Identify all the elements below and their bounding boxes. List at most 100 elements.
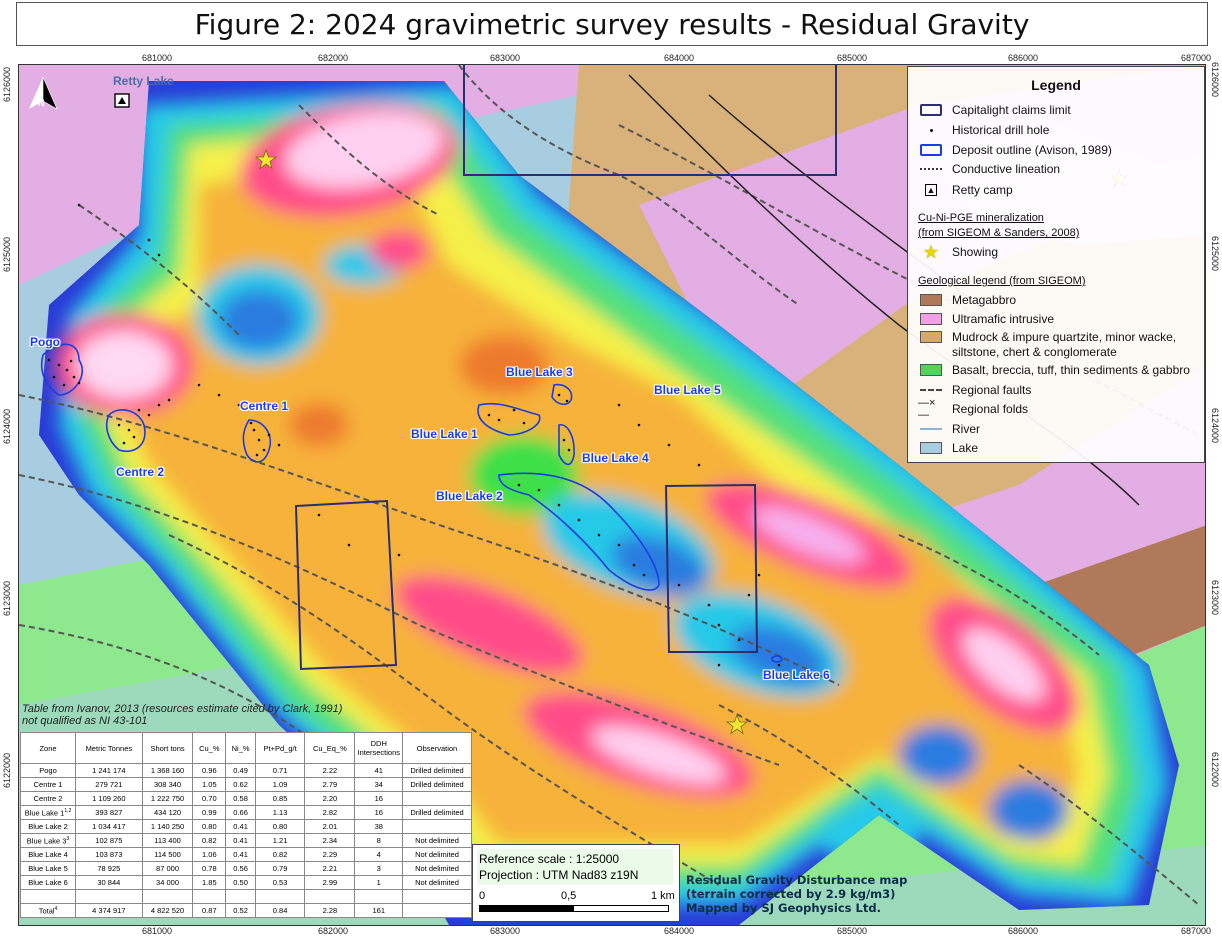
claims-swatch: [920, 104, 942, 116]
table-row: Blue Lake 33 102 875 113 400 0.82 0.41 1.21 2.…: [20, 833, 472, 848]
table-cell: 0.82: [254, 847, 306, 862]
northing-tick: 6124000: [1210, 408, 1220, 444]
legend-item-lake: Lake: [918, 441, 978, 455]
legend-label: Regional faults: [952, 383, 1032, 397]
table-cell: 1 241 174: [75, 763, 143, 778]
zone-label-blue-lake-2[interactable]: Blue Lake 2: [436, 489, 503, 503]
legend-item-conductive: Conductive lineation: [918, 162, 1060, 176]
table-cell: 2.01: [304, 819, 356, 834]
legend-item-folds: —×— Regional folds: [918, 397, 1029, 421]
table-cell: 87 000: [141, 861, 194, 876]
deposit-outlines: [40, 343, 783, 663]
legend-item-faults: Regional faults: [918, 383, 1031, 397]
northing-tick: 6126000: [1210, 62, 1220, 98]
figure-title: Figure 2: 2024 gravimetric survey result…: [16, 2, 1208, 46]
easting-tick: 683000: [489, 926, 521, 936]
easting-tick: 686000: [1007, 53, 1039, 63]
table-cell: 0.82: [192, 833, 227, 848]
table-cell: Not delimited: [402, 861, 472, 876]
zone-label-blue-lake-3[interactable]: Blue Lake 3: [506, 365, 573, 379]
table-cell: 2.20: [304, 791, 356, 806]
zone-label-centre-2[interactable]: Centre 2: [116, 465, 165, 479]
camp-icon: ▲: [925, 184, 937, 196]
table-cell: [402, 819, 472, 834]
table-cell: Blue Lake 4: [20, 847, 76, 862]
table-row: Blue Lake 4 103 873 114 500 1.06 0.41 0.82 2.2…: [20, 847, 472, 862]
reference-scale: Reference scale : 1:25000: [479, 852, 620, 866]
table-cell: 1 140 250: [141, 819, 194, 834]
zone-label-pogo[interactable]: Pogo: [30, 335, 60, 349]
showing-star-icon: ★: [922, 241, 940, 262]
legend-title: Legend: [1031, 77, 1081, 93]
northing-tick: 6122000: [2, 752, 12, 788]
column-header: Short tons: [141, 732, 194, 764]
table-cell: 38: [354, 819, 403, 834]
mudrock-swatch: [920, 331, 942, 343]
table-cell: 34: [354, 777, 403, 792]
legend-label-line: siltstone, chert & conglomerate: [952, 345, 1117, 359]
table-cell: Total4: [20, 903, 76, 918]
easting-tick: 683000: [489, 53, 521, 63]
northing-tick: 6123000: [1210, 580, 1220, 616]
north-arrow-label: N: [38, 98, 45, 108]
legend-label: Conductive lineation: [952, 162, 1061, 176]
legend-label: Metagabbro: [952, 293, 1017, 307]
easting-tick: 686000: [1007, 926, 1039, 936]
column-header: Zone: [20, 732, 76, 764]
table-cell: 0.58: [225, 791, 256, 806]
table-cell: Centre 2: [20, 791, 76, 806]
table-cell: Blue Lake 2: [20, 819, 76, 834]
table-cell: Drilled delimited: [402, 777, 472, 792]
footnote-marker: 1,2: [64, 807, 72, 814]
credit-line: Residual Gravity Disturbance map: [686, 873, 908, 887]
table-cell: 114 500: [141, 847, 194, 862]
table-cell: 8: [354, 833, 403, 848]
table-cell: Drilled delimited: [402, 805, 472, 820]
table-note-line: Table from Ivanov, 2013 (resources estim…: [22, 703, 343, 715]
basalt-swatch: [920, 364, 942, 376]
table-cell: 0.49: [225, 763, 256, 778]
table-header-row: Zone Metric Tonnes Short tons Cu_% Ni_% …: [20, 732, 472, 764]
table-cell: 2.79: [304, 777, 356, 792]
column-header: Cu_%: [192, 732, 227, 764]
zone-label-blue-lake-5[interactable]: Blue Lake 5: [654, 383, 721, 397]
legend-label: Retty camp: [952, 183, 1013, 197]
table-cell: Centre 1: [20, 777, 76, 792]
zone-label-blue-lake-1[interactable]: Blue Lake 1: [411, 427, 478, 441]
table-cell: 1.09: [254, 777, 306, 792]
table-row: Centre 1 279 721 308 340 1.05 0.62 1.09 2.79 34…: [20, 777, 472, 792]
table-cell: 2.29: [304, 847, 356, 862]
table-cell: 0.80: [192, 819, 227, 834]
legend-label: Regional folds: [952, 402, 1029, 416]
table-cell: [141, 889, 194, 904]
table-cell: 0.78: [192, 861, 227, 876]
table-cell: 0.71: [254, 763, 306, 778]
zone-label-centre-1[interactable]: Centre 1: [240, 399, 289, 413]
table-cell: 1.21: [254, 833, 306, 848]
table-cell: 2.34: [304, 833, 356, 848]
table-cell: 0.99: [192, 805, 227, 820]
table-cell: 1.05: [192, 777, 227, 792]
table-cell: 393 827: [75, 805, 143, 820]
northing-tick: 6126000: [2, 66, 12, 102]
mineralization-heading-source: (from SIGEOM & Sanders, 2008): [918, 227, 1080, 239]
easting-tick: 685000: [836, 926, 868, 936]
zone-label-blue-lake-6[interactable]: Blue Lake 6: [763, 668, 830, 682]
lake-swatch: [920, 442, 942, 454]
table-cell: 0.53: [254, 875, 306, 890]
fault-line-icon: [920, 389, 942, 391]
zone-label-blue-lake-4[interactable]: Blue Lake 4: [582, 451, 649, 465]
legend-item-ultramafic: Ultramafic intrusive: [918, 312, 1054, 326]
legend-item-mudrock: Mudrock & impure quartzite, minor wacke,…: [918, 330, 1176, 360]
legend-label: Capitalight claims limit: [952, 103, 1071, 117]
retty-lake-label: Retty Lake: [113, 74, 174, 88]
table-cell: 1 109 260: [75, 791, 143, 806]
drill-hole-icon: [929, 128, 933, 132]
table-cell: 1 034 417: [75, 819, 143, 834]
credit-line: Mapped by SJ Geophysics Ltd.: [686, 901, 881, 915]
retty-camp-icon: [114, 93, 130, 108]
legend-item-deposit: Deposit outline (Avison, 1989): [918, 143, 1112, 157]
easting-tick: 687000: [1180, 53, 1212, 63]
legend-item-metagabbro: Metagabbro: [918, 293, 1016, 307]
